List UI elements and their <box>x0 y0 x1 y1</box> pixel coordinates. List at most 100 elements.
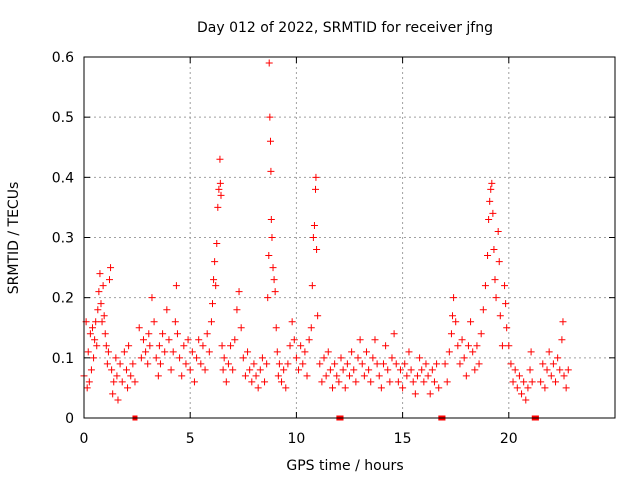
data-point <box>165 336 173 344</box>
data-point <box>475 360 483 368</box>
data-point <box>318 378 326 386</box>
data-point <box>113 372 121 380</box>
data-point <box>413 372 421 380</box>
data-point <box>388 354 396 362</box>
data-point <box>420 378 428 386</box>
data-point <box>467 318 475 326</box>
data-point <box>155 342 163 350</box>
data-point <box>145 330 153 338</box>
data-point <box>409 378 417 386</box>
data-point <box>129 360 137 368</box>
data-point <box>365 366 373 374</box>
data-point <box>556 366 564 374</box>
data-point <box>125 342 133 350</box>
data-point <box>280 366 288 374</box>
y-tick-label: 0.5 <box>52 110 74 126</box>
data-point <box>171 318 179 326</box>
data-point <box>526 366 534 374</box>
data-point <box>205 348 213 356</box>
data-point <box>102 342 110 350</box>
data-point <box>441 360 449 368</box>
data-point <box>290 336 298 344</box>
data-point <box>237 324 245 332</box>
data-point <box>354 354 362 362</box>
data-point <box>422 360 430 368</box>
data-point <box>501 282 509 290</box>
data-point <box>86 330 94 338</box>
y-tick-label: 0 <box>65 411 74 427</box>
data-point <box>229 366 237 374</box>
data-point <box>481 282 489 290</box>
data-point <box>295 366 303 374</box>
data-point <box>116 360 124 368</box>
data-point <box>490 246 498 254</box>
data-point <box>458 336 466 344</box>
data-point <box>103 360 111 368</box>
data-point <box>127 372 135 380</box>
data-point <box>343 360 351 368</box>
data-point <box>558 336 566 344</box>
data-point <box>269 264 277 272</box>
data-point <box>396 366 404 374</box>
x-tick-label: 0 <box>80 431 89 447</box>
data-point <box>99 282 107 290</box>
data-point <box>331 360 339 368</box>
y-tick-label: 0.2 <box>52 291 74 307</box>
data-point <box>435 384 443 392</box>
data-point <box>382 342 390 350</box>
data-point <box>312 173 320 181</box>
data-point <box>178 372 186 380</box>
data-point <box>278 378 286 386</box>
y-axis-label: SRMTID / TECUs <box>6 182 22 295</box>
data-point <box>233 306 241 314</box>
data-point <box>505 342 513 350</box>
data-point <box>518 390 526 398</box>
data-point <box>310 221 318 229</box>
data-point <box>503 324 511 332</box>
data-point <box>322 372 330 380</box>
data-point <box>450 294 458 302</box>
data-point <box>219 366 227 374</box>
data-point <box>114 396 122 404</box>
data-point <box>273 348 281 356</box>
data-point <box>305 336 313 344</box>
data-point <box>314 312 322 320</box>
data-point <box>394 378 402 386</box>
data-point <box>195 336 203 344</box>
data-point <box>193 354 201 362</box>
data-point <box>527 348 535 356</box>
x-tick-label: 5 <box>186 431 195 447</box>
data-point <box>98 318 106 326</box>
data-point <box>449 312 457 320</box>
data-point <box>214 203 222 211</box>
data-point <box>231 336 239 344</box>
x-axis-label: GPS time / hours <box>286 458 403 474</box>
data-point <box>167 366 175 374</box>
data-point <box>303 372 311 380</box>
x-tick-label: 20 <box>500 431 518 447</box>
data-point <box>515 372 523 380</box>
data-point <box>87 366 95 374</box>
data-point <box>154 372 162 380</box>
x-tick-label: 15 <box>394 431 412 447</box>
data-point <box>528 378 536 386</box>
data-point <box>92 318 100 326</box>
data-point <box>522 396 530 404</box>
data-point <box>498 342 506 350</box>
data-point <box>488 179 496 187</box>
data-point <box>284 360 292 368</box>
data-point <box>235 288 243 296</box>
data-point <box>271 288 279 296</box>
data-point <box>212 282 220 290</box>
data-point <box>326 366 334 374</box>
data-point <box>211 258 219 266</box>
x-tick-label: 10 <box>287 431 305 447</box>
data-point <box>169 348 177 356</box>
data-point <box>220 354 228 362</box>
y-tick-label: 0.6 <box>52 50 74 66</box>
data-point <box>456 360 464 368</box>
axis-ticks: 0 0.1 0.2 0.3 0.4 0.5 0.6 0 5 10 15 20 <box>52 50 615 447</box>
data-point <box>511 366 519 374</box>
data-point <box>373 360 381 368</box>
data-point <box>182 360 190 368</box>
